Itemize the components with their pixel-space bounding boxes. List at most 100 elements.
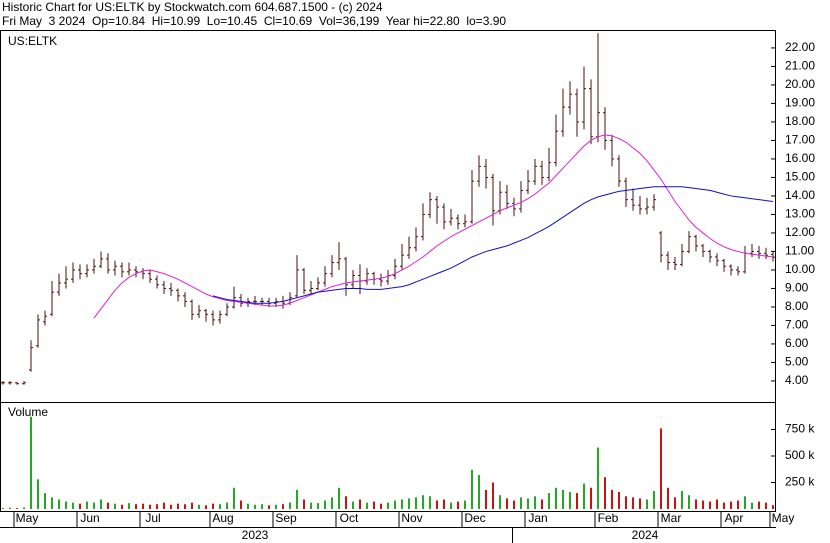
volume-bar — [317, 503, 319, 509]
volume-bar — [590, 487, 592, 509]
volume-bar — [597, 447, 599, 509]
volume-bar — [499, 495, 501, 509]
y-tick-label: 21.00 — [785, 59, 815, 73]
volume-bar — [170, 504, 172, 509]
x-tick-label: Jan — [528, 511, 547, 525]
y-tick-label: 16.00 — [785, 151, 815, 165]
y2-tick-label: 500 k — [785, 448, 815, 462]
volume-bar — [667, 487, 669, 509]
volume-bar — [646, 499, 648, 509]
y-tick-label: 18.00 — [785, 114, 815, 128]
volume-bar — [688, 495, 690, 509]
volume-bar — [191, 502, 193, 509]
volume-bar — [716, 499, 718, 509]
y-tick-label: 19.00 — [785, 96, 815, 110]
volume-bar — [534, 496, 536, 509]
volume-bar — [681, 490, 683, 509]
volume-bar — [562, 489, 564, 509]
volume-bar — [478, 475, 480, 509]
volume-bar — [23, 507, 25, 509]
volume-bar — [16, 508, 18, 509]
x-tick-label: Feb — [598, 511, 619, 525]
y-tick-label: 22.00 — [785, 40, 815, 54]
volume-bar — [142, 503, 144, 509]
quote-line: Fri May 3 2024 Op=10.84 Hi=10.99 Lo=10.4… — [2, 14, 506, 28]
x-tick-label: Aug — [212, 511, 233, 525]
x-tick-label: May — [16, 511, 39, 525]
volume-bar — [730, 501, 732, 509]
volume-bar — [604, 477, 606, 509]
volume-bar — [65, 501, 67, 509]
volume-bar — [156, 504, 158, 509]
volume-bar — [198, 504, 200, 509]
volume-bar — [282, 504, 284, 509]
y-tick-label: 11.00 — [785, 244, 814, 258]
volume-bar — [408, 498, 410, 509]
volume-bar — [709, 501, 711, 509]
volume-bar — [338, 487, 340, 509]
volume-bar — [611, 489, 613, 509]
volume-bar — [513, 500, 515, 509]
y-tick-label: 12.00 — [785, 225, 815, 239]
year-label: 2024 — [632, 528, 659, 542]
volume-bar — [366, 502, 368, 509]
volume-bar — [352, 501, 354, 509]
volume-bar — [37, 479, 39, 509]
volume-bar — [583, 483, 585, 509]
volume-bar — [219, 504, 221, 509]
volume-bar — [310, 502, 312, 509]
volume-bar — [506, 498, 508, 509]
volume-bar — [233, 487, 235, 509]
year-label: 2023 — [242, 528, 269, 542]
volume-bar — [695, 499, 697, 509]
volume-bar — [72, 502, 74, 509]
volume-bar — [632, 497, 634, 509]
volume-bar — [247, 503, 249, 509]
volume-bar — [520, 497, 522, 509]
volume-title: Volume — [8, 405, 48, 419]
volume-bar — [674, 497, 676, 509]
moving-average — [212, 186, 774, 304]
volume-bar — [471, 469, 473, 509]
volume-bar — [261, 504, 263, 509]
volume-bar — [345, 496, 347, 509]
y-tick-label: 4.00 — [785, 373, 809, 387]
volume-bar — [296, 489, 298, 509]
volume-bar — [443, 499, 445, 509]
volume-bar — [30, 416, 32, 509]
y-tick-label: 14.00 — [785, 188, 815, 202]
volume-bar — [702, 500, 704, 509]
volume-bar — [457, 501, 459, 509]
volume-bar — [121, 504, 123, 509]
y-tick-label: 7.00 — [785, 318, 809, 332]
volume-bar — [576, 493, 578, 509]
y-tick-label: 8.00 — [785, 299, 809, 313]
volume-bar — [737, 500, 739, 509]
volume-bar — [135, 504, 137, 509]
volume-bar — [492, 482, 494, 509]
volume-bar — [758, 501, 760, 509]
volume-bar — [464, 500, 466, 509]
volume-bar — [324, 500, 326, 509]
x-tick-label: Jul — [145, 511, 160, 525]
x-tick-label: Sep — [275, 511, 297, 525]
volume-bar — [387, 502, 389, 509]
plot-frame — [0, 30, 776, 512]
volume-bar — [527, 498, 529, 509]
volume-bar — [660, 428, 662, 509]
volume-bar — [226, 502, 228, 509]
volume-bar — [254, 504, 256, 509]
x-tick-label: Mar — [661, 511, 682, 525]
volume-bar — [380, 503, 382, 509]
y2-tick-label: 750 k — [785, 422, 815, 436]
volume-bar — [618, 492, 620, 509]
volume-bar — [373, 501, 375, 509]
volume-bar — [772, 505, 774, 509]
y-tick-label: 9.00 — [785, 281, 809, 295]
volume-bar — [723, 502, 725, 509]
volume-bar — [639, 498, 641, 509]
volume-bar — [114, 503, 116, 509]
x-tick-label: Dec — [464, 511, 485, 525]
volume-bar — [744, 496, 746, 509]
